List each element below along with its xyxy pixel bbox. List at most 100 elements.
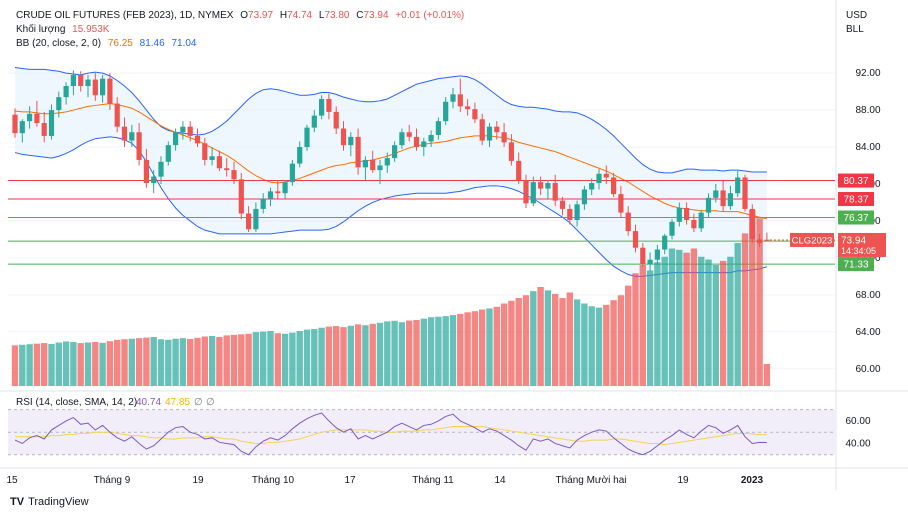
candle-body [12, 114, 18, 134]
candle-body [311, 115, 317, 128]
volume-bar [391, 320, 398, 386]
candle-body [209, 156, 215, 160]
candle-body [362, 159, 368, 168]
volume-bar [19, 344, 26, 386]
candle-body [516, 160, 522, 181]
volume-bar [530, 291, 537, 386]
volume-bar [756, 218, 763, 386]
volume-bar [362, 325, 369, 386]
volume-bar [26, 344, 33, 386]
volume-bar [741, 233, 749, 386]
level-tag [838, 192, 874, 207]
candle-body [647, 259, 653, 265]
candle-body [406, 132, 412, 137]
symbol-tag-label: CLG2023 [792, 235, 833, 246]
volume-bar [267, 331, 274, 386]
candle-body [194, 135, 201, 144]
bb-band-fill [15, 67, 767, 277]
rsi-tick-label: 60.00 [845, 416, 870, 427]
candle-body [165, 145, 171, 162]
volume-label: Khối lượng [16, 24, 66, 35]
price-tick-label: 92.00 [855, 68, 880, 79]
rsi-zero-b: ∅ [206, 397, 215, 408]
candle-body [319, 98, 325, 116]
volume-bar [639, 265, 646, 386]
volume-bar [296, 331, 303, 386]
candle-body [676, 207, 682, 222]
candle-body [669, 221, 675, 236]
level-tag [838, 210, 874, 225]
rsi-value: 40.74 [136, 397, 161, 408]
volume-bar [427, 317, 435, 386]
volume-bar [311, 329, 318, 386]
candle-body [443, 101, 449, 122]
volume-bar [289, 332, 296, 386]
symbol-title: CRUDE OIL FUTURES (FEB 2023), 1D, NYMEX [16, 10, 234, 21]
candle-body [282, 182, 288, 194]
volume-bar [559, 298, 566, 386]
volume-bar [457, 313, 464, 386]
volume-bar [610, 300, 617, 386]
volume-bar [712, 265, 719, 386]
ohlc-low: 73.80 [324, 10, 350, 21]
volume-bar [128, 338, 135, 386]
volume-bar [77, 343, 84, 386]
candle-body [735, 177, 741, 194]
volume-bar [208, 335, 216, 386]
x-tick-label: 19 [192, 475, 204, 486]
volume-bar [515, 298, 522, 386]
candle-body [603, 173, 609, 178]
tradingview-logo[interactable]: TV TradingView [10, 496, 89, 508]
candle-body [523, 180, 529, 204]
level-tag-label: 71.33 [843, 260, 868, 271]
volume-bar [121, 339, 128, 386]
volume-bar [668, 248, 676, 386]
volume-bar [676, 249, 683, 386]
candle-body [508, 142, 514, 161]
candle-body [19, 121, 25, 134]
volume-bar [705, 259, 712, 386]
rsi-ma-value: 47.85 [165, 397, 190, 408]
candle-body [742, 177, 748, 209]
volume-bar [223, 335, 230, 386]
volume-bar [303, 329, 311, 386]
volume-bar [135, 338, 143, 386]
candle-body [304, 127, 310, 148]
volume-bar [435, 316, 442, 386]
candle-body [530, 182, 536, 204]
volume-bar [201, 336, 208, 386]
volume-bar [749, 210, 756, 386]
volume-bar [48, 343, 55, 386]
volume-bar [581, 303, 588, 386]
volume-bar [70, 342, 77, 386]
volume-bar [690, 248, 698, 386]
legend-title-row: CRUDE OIL FUTURES (FEB 2023), 1D, NYMEX … [16, 10, 468, 21]
volume-bar [683, 252, 690, 386]
volume-bar [260, 331, 267, 386]
candle-body [370, 159, 376, 171]
volume-bar [194, 337, 201, 386]
candle-body [713, 190, 719, 198]
candle-body [552, 183, 558, 201]
candle-body [129, 132, 135, 141]
volume-bar [698, 256, 705, 386]
tradingview-logo-text: TradingView [28, 496, 89, 508]
volume-bar [625, 285, 632, 386]
x-tick-label: 14 [494, 475, 506, 486]
volume-bar [179, 338, 187, 386]
candle-body [698, 212, 704, 229]
candle-body [326, 98, 332, 112]
volume-bar [763, 364, 771, 386]
candle-body [501, 132, 507, 143]
bb-upper-value: 81.46 [139, 38, 165, 49]
candle-body [100, 78, 106, 96]
x-tick-label: 2023 [741, 475, 764, 486]
currency-label: USD [846, 10, 868, 21]
volume-bar [150, 337, 157, 386]
candle-body [574, 204, 580, 220]
volume-bar [157, 339, 165, 386]
volume-bar [354, 324, 362, 386]
x-tick-label: 17 [344, 475, 356, 486]
